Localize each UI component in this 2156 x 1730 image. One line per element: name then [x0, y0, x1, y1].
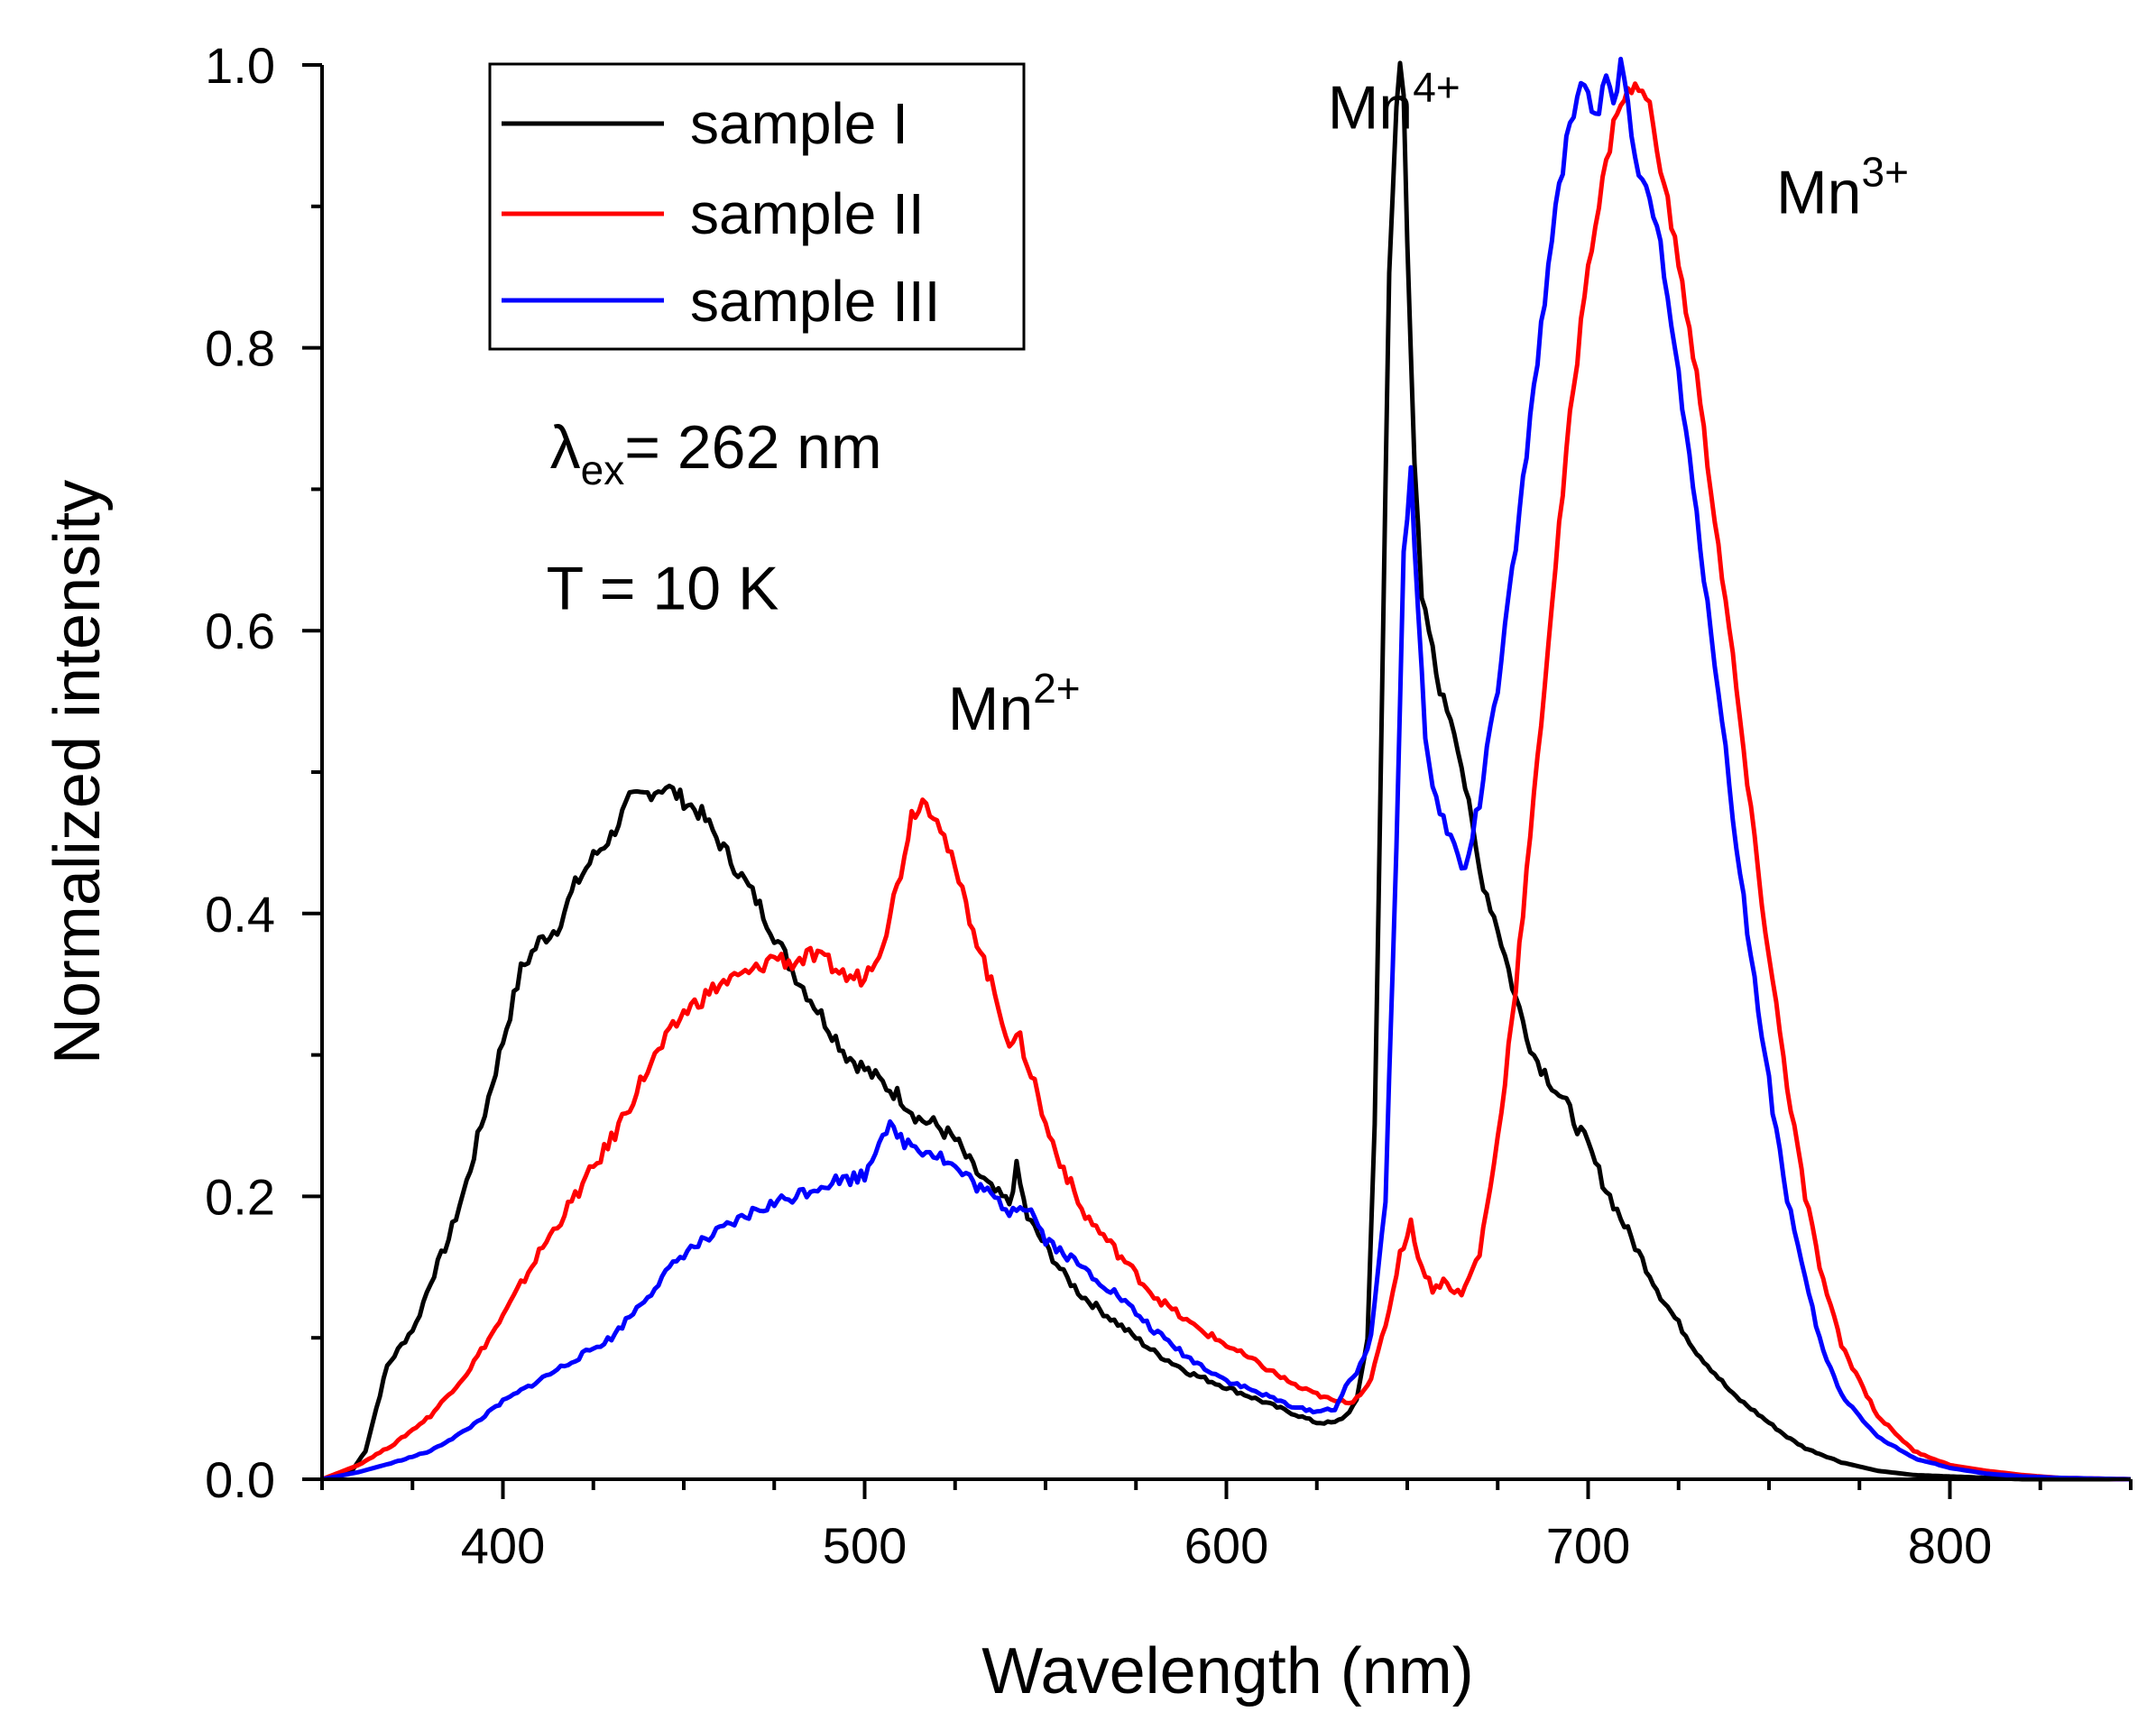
y-tick-label: 0.0: [205, 1451, 275, 1508]
y-axis-label: Normalized intensity: [41, 480, 114, 1064]
y-tick-label: 0.6: [205, 603, 275, 659]
x-axis-label: Wavelength (nm): [981, 1635, 1474, 1707]
x-tick-label: 700: [1546, 1517, 1630, 1574]
ion-label-mn2plus: Mn2+: [948, 665, 1081, 743]
y-tick-label: 0.4: [205, 886, 275, 943]
temperature-label: T = 10 K: [547, 555, 779, 623]
y-tick-label: 0.8: [205, 320, 275, 377]
excitation-wavelength-label: λex= 262 nm: [550, 413, 882, 493]
legend-label-sample-3: sample III: [690, 269, 940, 334]
ticks: 400 500 600 700 800 0.0 0.2 0.4 0.6 0.8 1.0: [205, 37, 2133, 1574]
legend-label-sample-2: sample II: [690, 181, 925, 246]
ion-label-mn4plus: Mn4+: [1328, 64, 1460, 143]
x-tick-label: 400: [461, 1517, 545, 1574]
y-tick-label: 0.2: [205, 1168, 275, 1225]
series-line-sample-1: [321, 60, 2131, 1482]
series-line-sample-2: [321, 81, 2132, 1482]
ion-label-mn3plus: Mn3+: [1776, 149, 1909, 227]
annotations: Mn2+ Mn4+ Mn3+ λex= 262 nm T = 10 K: [547, 64, 1909, 743]
x-tick-label: 800: [1908, 1517, 1992, 1574]
legend-label-sample-1: sample I: [690, 91, 908, 156]
y-tick-label: 1.0: [205, 37, 275, 94]
legend: sample I sample II sample III: [488, 62, 1026, 351]
x-tick-label: 600: [1184, 1517, 1268, 1574]
series-line-sample-3: [321, 56, 2132, 1482]
series-layer: [321, 56, 2132, 1482]
x-tick-label: 500: [823, 1517, 907, 1574]
